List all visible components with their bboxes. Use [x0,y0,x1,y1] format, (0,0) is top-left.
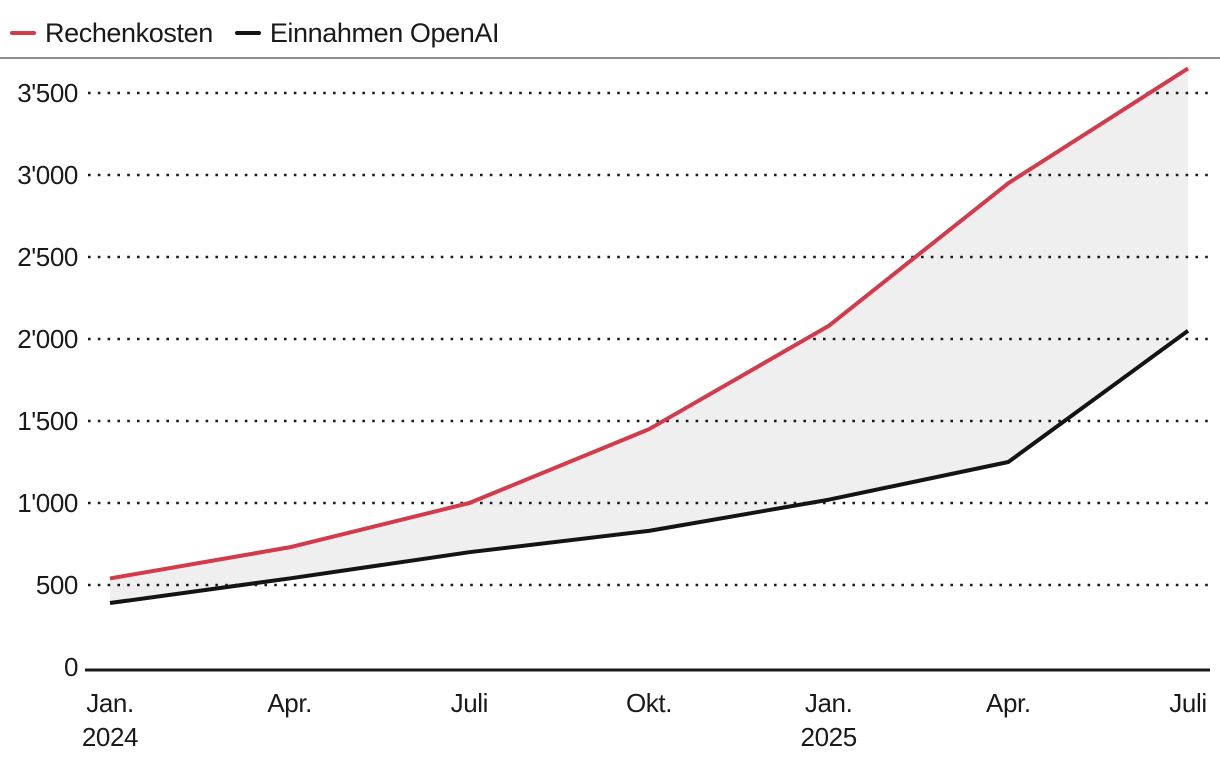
einnahmen-line-swatch-icon [234,31,261,35]
y-tick-label-1000: 1'000 [17,488,78,518]
legend-item-rechenkosten: Rechenkosten [10,18,213,48]
series-line-rechenkosten [109,66,1190,581]
y-tick-label-2500: 2'500 [17,242,78,272]
y-tick-label-3500: 3'500 [17,78,78,108]
x-tick-label-1: Apr. [267,688,312,718]
legend-divider [0,57,1220,59]
rechenkosten-line-swatch-icon [10,31,36,35]
x-tick-sublabel-4: 2025 [801,722,857,752]
x-tick-label-6: Juli [1169,688,1206,718]
legend-label-einnahmen: Einnahmen OpenAI [269,18,500,48]
y-tick-label-3000: 3'000 [17,160,78,190]
chart-legend: Rechenkosten Einnahmen OpenAI [10,18,499,48]
area-fill-between-series [110,68,1188,604]
x-tick-sublabel-0: 2024 [82,722,138,752]
legend-item-einnahmen: Einnahmen OpenAI [234,18,500,48]
y-tick-label-0: 0 [64,652,78,682]
series-line-einnahmen-openai [109,329,1190,606]
x-tick-label-3: Okt. [626,688,672,718]
y-tick-label-1500: 1'500 [17,406,78,436]
x-tick-label-0: Jan. [86,688,134,718]
y-tick-label-2000: 2'000 [17,324,78,354]
x-tick-label-2: Juli [451,688,488,718]
x-tick-label-4: Jan. [805,688,853,718]
y-tick-label-500: 500 [36,570,78,600]
legend-label-rechenkosten: Rechenkosten [45,18,213,48]
x-tick-label-5: Apr. [986,688,1031,718]
